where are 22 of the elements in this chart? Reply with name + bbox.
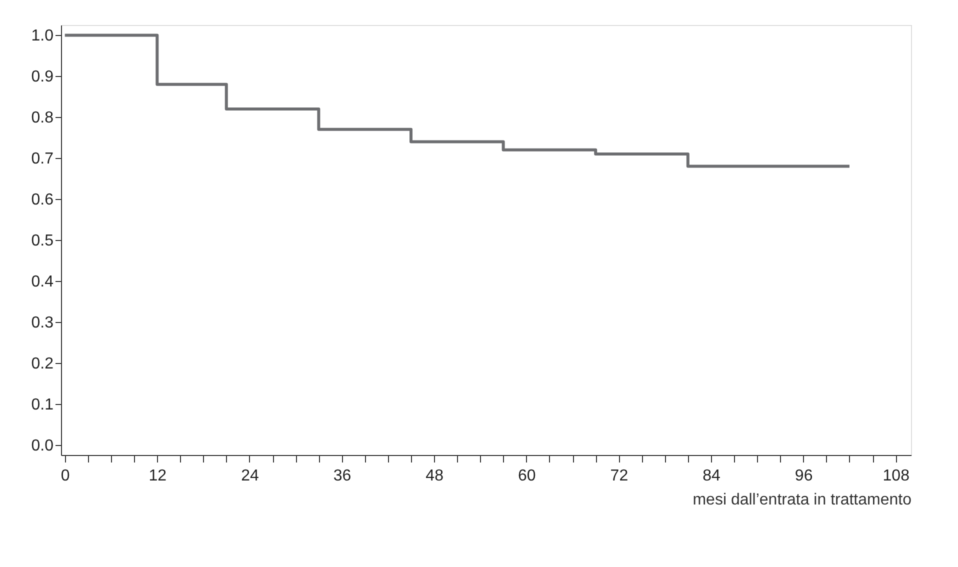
x-tick-label: 84: [702, 468, 720, 484]
x-tick-label: 72: [610, 468, 628, 484]
y-tick-label: 0.3: [31, 314, 54, 332]
y-tick-label: 0.6: [31, 192, 54, 209]
x-tick-label: 96: [794, 468, 813, 484]
x-axis-title: mesi dall’entrata in trattamento: [692, 492, 912, 508]
x-tick-label: 60: [518, 468, 536, 484]
y-tick-label: 0.0: [31, 437, 54, 454]
x-tick-label: 12: [148, 468, 167, 484]
x-tick-label: 0: [60, 468, 70, 484]
x-tick-label: 36: [333, 468, 352, 484]
x-tick-label: 24: [241, 468, 259, 484]
y-tick-label: 0.7: [31, 150, 54, 168]
y-tick-label: 0.2: [31, 355, 54, 372]
y-tick-label: 0.4: [31, 273, 54, 290]
x-tick-label: 108: [882, 468, 910, 484]
y-tick-label: 0.1: [31, 396, 54, 414]
x-tick-label: 48: [426, 468, 444, 484]
y-tick-label: 0.9: [31, 68, 54, 86]
y-tick-label: 0.5: [31, 232, 54, 250]
y-tick-label: 1.0: [31, 28, 54, 45]
y-tick-label: 0.8: [31, 110, 54, 127]
